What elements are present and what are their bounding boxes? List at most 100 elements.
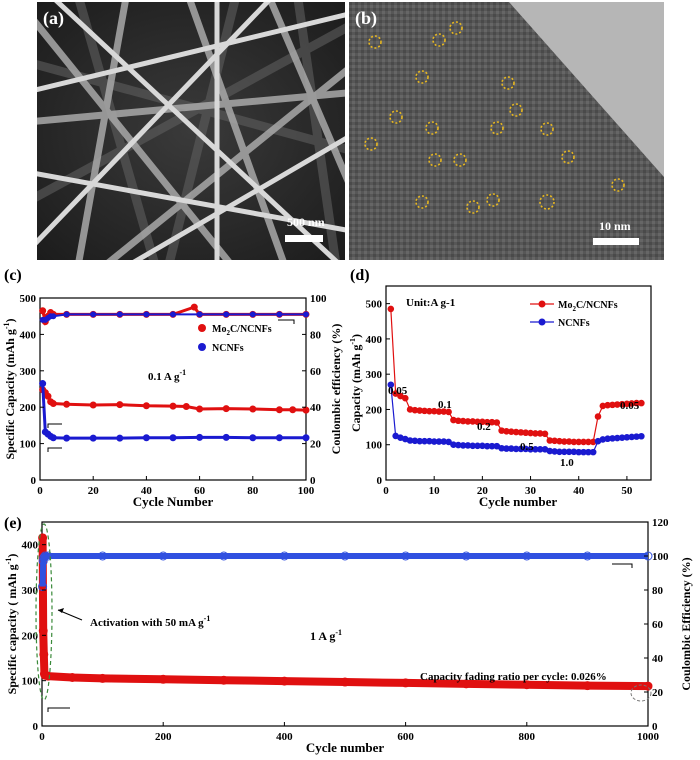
panel-b-tem-image: (b) 10 nm [349,2,664,260]
data-point-coulombic-efficiency [98,551,108,561]
data-point-coulombic-efficiency [158,551,168,561]
data-point-mo2c-ncnfs-capacity [289,406,297,414]
scale-bar-a-label: 500 nm [287,215,325,229]
data-point-ncnfs-coulombic-efficiency [196,311,203,318]
data-point-coulombic-efficiency [219,551,229,561]
chart-d-ytick-label: 0 [377,475,383,487]
chart-d-ylabel: Capacity (mAh g-1) [350,334,363,432]
chart-d-ytick-label: 100 [366,440,383,452]
chart-e-y2tick-label: 20 [652,687,664,699]
activation-arrow-head [58,608,64,613]
data-point-mo2c-ncnfs [493,419,501,426]
data-point-mo2c-ncnfs-capacity [63,400,71,408]
chart-c-y2tick-label: 100 [310,293,327,305]
chart-d-xlabel: Cycle number [479,494,558,509]
chart-d-ytick-label: 500 [366,299,383,311]
data-point-mo2c-ncnfs-capacity [196,405,204,413]
chart-e-xlabel: Cycle number [306,740,385,755]
data-point-ncnfs-coulombic-efficiency [63,311,70,318]
chart-e-ytick-label: 0 [33,721,39,733]
rate-label: 0.2 [477,421,491,433]
chart-c-y2tick-label: 60 [310,366,322,378]
data-point-ncnfs-coulombic-efficiency [303,311,309,318]
chart-d-ytick-label: 200 [366,404,383,416]
arrow-c-left-2 [47,447,62,452]
chart-e-xtick-label: 600 [397,731,414,743]
data-point-ncnfs [589,448,597,456]
chart-e-ylabel: Specific capacity ( mAh g-1) [4,554,19,695]
chart-d-xtick-label: 40 [573,485,585,497]
arrow-e-left [47,707,70,712]
data-point-ncnfs-capacity [63,434,71,442]
chart-e-ytick-label: 400 [22,540,39,552]
data-point-ncnfs-coulombic-efficiency [143,311,150,318]
data-point-specific-capacity [582,681,592,691]
panel-d-label: (d) [350,267,370,284]
data-point-mo2c-ncnfs-capacity [222,405,230,413]
data-point-ncnfs-coulombic-efficiency [50,313,57,320]
data-point-mo2c-ncnfs-capacity [249,405,257,413]
chart-e-xtick-label: 800 [519,731,536,743]
data-point-ncnfs-coulombic-efficiency [276,311,283,318]
data-point-specific-capacity [279,676,289,686]
chart-e-y2tick-label: 80 [652,585,664,597]
chart-c-xtick-label: 60 [194,485,206,497]
data-point-specific-capacity [522,680,532,690]
chart-c-y2tick-label: 80 [310,329,322,341]
rate-label: 0.05 [620,400,640,412]
chart-e-xtick-label: 0 [39,731,45,743]
data-point-mo2c-ncnfs-capacity [142,402,150,410]
sem-micrograph: (a) 500 nm [22,0,362,277]
chart-e-y2tick-label: 120 [652,517,669,529]
data-point-coulombic-efficiency [522,551,532,561]
nanoparticle-circles [364,21,625,214]
rate-label: 0.1 [438,399,452,411]
data-point-ncnfs-capacity [49,434,57,442]
legend-d-ncnfs-marker [538,318,546,326]
rate-label: 0.05 [388,385,408,397]
data-point-mo2c-ncnfs-capacity [89,401,97,409]
data-point-ncnfs-capacity [275,434,283,442]
chart-c-ytick-label: 200 [20,402,37,414]
legend-d: Mo2C/NCNFs NCNFs [530,300,618,329]
chart-e-xtick-label: 200 [155,731,172,743]
data-point-coulombic-efficiency [582,551,592,561]
data-point-mo2c-ncnfs-capacity [116,401,124,409]
chart-e-svg: (e) 0 200 400 600 800 10000100200300400020406… [4,515,693,755]
chart-c-annotation: 0.1 A g-1 [148,368,186,383]
chart-c-xtick-label: 20 [88,485,100,497]
chart-c-ylabel: Specific Capacity (mAh g-1) [2,319,17,460]
legend-c-ncnfs-marker [198,343,206,351]
panel-e-label: (e) [4,515,22,532]
chart-d-ytick-label: 400 [366,334,383,346]
rate-label: 0.5 [520,441,534,453]
data-point-ncnfs-capacity [142,434,150,442]
chart-c-xtick-label: 100 [298,485,315,497]
chart-e-xtick-label: 400 [276,731,293,743]
data-point-mo2c-ncnfs [594,413,602,420]
data-point-mo2c-ncnfs [541,430,549,438]
data-point-mo2c-ncnfs-capacity [44,392,52,400]
chart-d-unit-label: Unit:A g-1 [406,297,455,309]
chart-d-xtick-label: 10 [429,485,441,497]
annotation-rate: 1 A g-1 [310,628,342,643]
chart-e-y2tick-label: 0 [652,721,658,733]
panel-a-sem-image: (a) 500 nm [22,0,362,277]
annotation-activation: Activation with 50 mA g-1 [90,614,210,629]
data-point-specific-capacity [98,673,108,683]
data-point-ncnfs-capacity [39,380,47,388]
chart-c-ytick-label: 300 [20,366,37,378]
chart-c-y2tick-label: 20 [310,439,322,451]
chart-c-ytick-label: 100 [20,439,37,451]
chart-c-xtick-label: 0 [37,485,43,497]
chart-d-xtick-label: 20 [477,485,489,497]
data-point-ncnfs-coulombic-efficiency [170,311,176,318]
data-point-mo2c-ncnfs-capacity [169,402,177,410]
data-point-coulombic-efficiency [401,551,411,561]
data-point-mo2c-ncnfs-coulombic-efficiency [190,303,198,311]
chart-d-frame [385,285,652,481]
data-point-mo2c-ncnfs-capacity [302,406,310,414]
data-point-coulombic-efficiency [461,551,471,561]
series-line-coulombic-efficiency [39,553,648,587]
data-point-mo2c-ncnfs-capacity [49,400,57,408]
